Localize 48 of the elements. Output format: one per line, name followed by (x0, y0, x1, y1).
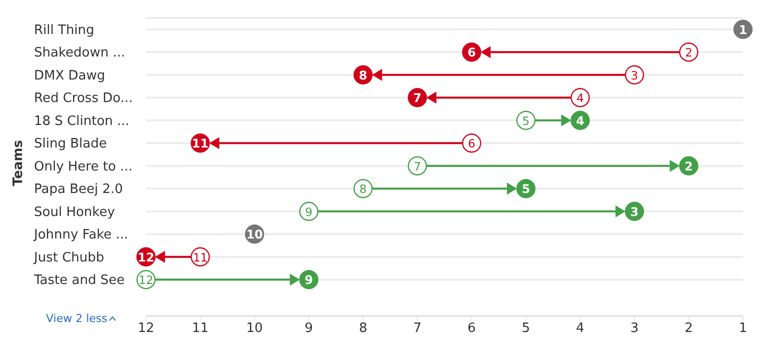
x-tick-label: 7 (413, 321, 422, 336)
x-tick-label: 11 (192, 321, 209, 336)
x-tick-label: 8 (358, 321, 368, 336)
y-tick-label: Rill Thing (34, 22, 94, 38)
y-tick-label: DMX Dawg (34, 68, 106, 84)
y-axis-title: Teams (11, 140, 26, 186)
data-label: 12 (138, 250, 154, 264)
data-label: 6 (467, 46, 476, 60)
y-tick-label: Just Chubb (33, 250, 104, 266)
y-tick-label: Taste and See (33, 273, 125, 288)
data-label: 6 (468, 136, 476, 151)
data-label: 12 (138, 273, 154, 288)
data-label: 9 (304, 273, 313, 288)
x-tick-label: 6 (467, 321, 476, 336)
data-label: 3 (630, 68, 638, 82)
data-label: 11 (192, 250, 208, 264)
y-tick-label: Sling Blade (34, 136, 107, 152)
y-tick-label: Only Here to ... (34, 159, 132, 174)
data-label: 7 (414, 159, 422, 174)
data-label: 4 (576, 91, 584, 106)
x-tick-label: 1 (738, 321, 748, 336)
y-tick-label: Johnny Fake ... (33, 228, 128, 243)
data-label: 2 (685, 46, 692, 60)
data-label: 5 (522, 182, 530, 196)
data-label: 11 (192, 136, 209, 151)
x-tick-label: 4 (576, 321, 584, 336)
x-tick-label: 10 (246, 321, 263, 336)
text: View 2 less (46, 312, 108, 325)
x-tick-label: 3 (630, 321, 639, 336)
data-label: 2 (684, 159, 693, 174)
data-label: 5 (522, 114, 530, 128)
y-tick-label: Soul Honkey (34, 204, 116, 220)
x-tick-label: 5 (522, 321, 530, 336)
data-label: 8 (359, 182, 367, 196)
data-label: 9 (305, 204, 312, 219)
data-label: 3 (630, 204, 639, 219)
data-label: 10 (246, 228, 263, 242)
data-label: 8 (358, 68, 368, 82)
y-tick-label: Shakedown ... (34, 46, 126, 61)
data-label: 1 (738, 22, 748, 37)
y-tick-label: Red Cross Do... (34, 91, 133, 106)
x-tick-label: 2 (684, 321, 693, 336)
y-tick-label: Papa Beej 2.0 (34, 182, 123, 198)
data-label: 4 (576, 114, 584, 128)
data-label: 7 (413, 91, 422, 106)
x-tick-label: 9 (304, 321, 313, 336)
x-tick-label: 12 (138, 321, 154, 336)
y-tick-label: 18 S Clinton ... (34, 114, 130, 129)
